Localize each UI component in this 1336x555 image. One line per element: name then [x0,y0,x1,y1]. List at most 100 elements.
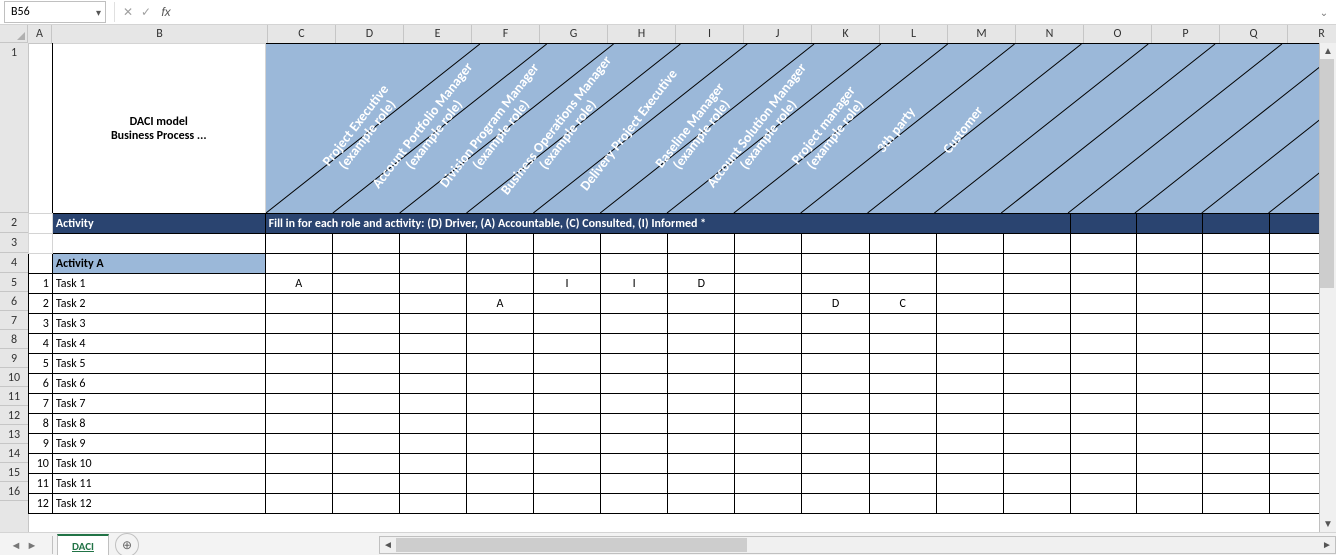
task-name-cell[interactable]: Task 5 [52,354,265,374]
data-cell[interactable] [534,314,601,334]
data-cell[interactable] [936,394,1003,414]
data-cell[interactable] [1070,494,1136,514]
task-name-cell[interactable]: Task 1 [52,274,265,294]
row-header[interactable]: 14 [0,444,28,463]
data-cell[interactable] [735,314,802,334]
data-cell[interactable] [1137,294,1203,314]
cell[interactable] [1070,214,1136,234]
data-cell[interactable] [466,474,533,494]
row-header[interactable]: 7 [0,311,28,330]
data-cell[interactable] [936,414,1003,434]
data-cell[interactable] [869,434,936,454]
data-cell[interactable] [1203,274,1269,294]
data-cell[interactable] [668,294,735,314]
sheet-table[interactable]: DACI modelBusiness Process ...Project Ex… [28,43,1336,514]
row-header[interactable]: 2 [0,213,28,233]
data-cell[interactable] [1137,474,1203,494]
data-cell[interactable] [466,334,533,354]
cell[interactable] [265,234,332,254]
column-header[interactable]: B [52,25,268,43]
cell[interactable] [802,254,869,274]
scroll-right-icon[interactable]: ► [1319,538,1335,552]
task-name-cell[interactable]: Task 7 [52,394,265,414]
data-cell[interactable] [466,274,533,294]
row-header[interactable]: 4 [0,253,28,273]
data-cell[interactable] [869,474,936,494]
data-cell[interactable] [936,454,1003,474]
data-cell[interactable] [802,474,869,494]
row-headers[interactable]: 12345678910111213141516 [0,43,29,532]
data-cell[interactable] [1137,274,1203,294]
cell[interactable] [29,44,53,214]
cell[interactable] [52,234,265,254]
data-cell[interactable] [1203,434,1269,454]
cell[interactable] [1070,254,1136,274]
data-cell[interactable] [936,294,1003,314]
data-cell[interactable] [265,294,332,314]
data-cell[interactable] [1137,314,1203,334]
data-cell[interactable] [735,474,802,494]
data-cell[interactable] [668,494,735,514]
data-cell[interactable] [1203,314,1269,334]
data-cell[interactable] [1070,374,1136,394]
data-cell[interactable] [735,414,802,434]
task-name-cell[interactable]: Task 10 [52,454,265,474]
task-number[interactable]: 11 [29,474,53,494]
data-cell[interactable] [1137,434,1203,454]
data-cell[interactable] [534,474,601,494]
task-name-cell[interactable]: Task 9 [52,434,265,454]
data-cell[interactable] [265,454,332,474]
data-cell[interactable] [1003,354,1070,374]
data-cell[interactable] [1003,494,1070,514]
data-cell[interactable] [534,494,601,514]
data-cell[interactable] [1003,374,1070,394]
enter-icon[interactable]: ✓ [137,3,155,21]
data-cell[interactable] [1137,454,1203,474]
select-all-button[interactable] [0,25,28,43]
data-cell[interactable] [466,434,533,454]
data-cell[interactable] [936,334,1003,354]
scroll-up-icon[interactable]: ▲ [1320,43,1336,59]
cell[interactable] [534,254,601,274]
data-cell[interactable] [1137,394,1203,414]
task-number[interactable]: 12 [29,494,53,514]
column-header[interactable]: A [28,25,52,43]
role-header-area[interactable]: Project Executive(example role)Account P… [265,44,1335,214]
data-cell[interactable]: C [869,294,936,314]
task-number[interactable]: 8 [29,414,53,434]
data-cell[interactable] [735,274,802,294]
data-cell[interactable] [802,354,869,374]
data-cell[interactable] [802,414,869,434]
task-number[interactable]: 2 [29,294,53,314]
data-cell[interactable] [1070,354,1136,374]
data-cell[interactable] [399,474,466,494]
data-cell[interactable] [1203,474,1269,494]
cell[interactable] [1070,234,1136,254]
hscroll-thumb[interactable] [396,538,747,552]
data-cell[interactable] [534,414,601,434]
data-cell[interactable] [601,354,668,374]
cell[interactable] [1137,234,1203,254]
cell[interactable] [466,254,533,274]
cell[interactable] [332,234,399,254]
data-cell[interactable] [802,494,869,514]
cell[interactable] [399,234,466,254]
data-cell[interactable] [936,474,1003,494]
data-cell[interactable] [601,434,668,454]
data-cell[interactable]: A [265,274,332,294]
row-header[interactable]: 6 [0,292,28,311]
data-cell[interactable] [601,374,668,394]
data-cell[interactable] [534,354,601,374]
tab-nav[interactable]: ◄ ► [0,539,48,552]
data-cell[interactable] [466,454,533,474]
data-cell[interactable] [1203,374,1269,394]
task-number[interactable]: 5 [29,354,53,374]
cell[interactable] [265,254,332,274]
row-header[interactable]: 9 [0,349,28,368]
data-cell[interactable] [534,434,601,454]
data-cell[interactable] [265,434,332,454]
data-cell[interactable] [1070,474,1136,494]
cell[interactable] [1003,254,1070,274]
data-cell[interactable] [265,314,332,334]
task-name-cell[interactable]: Task 12 [52,494,265,514]
